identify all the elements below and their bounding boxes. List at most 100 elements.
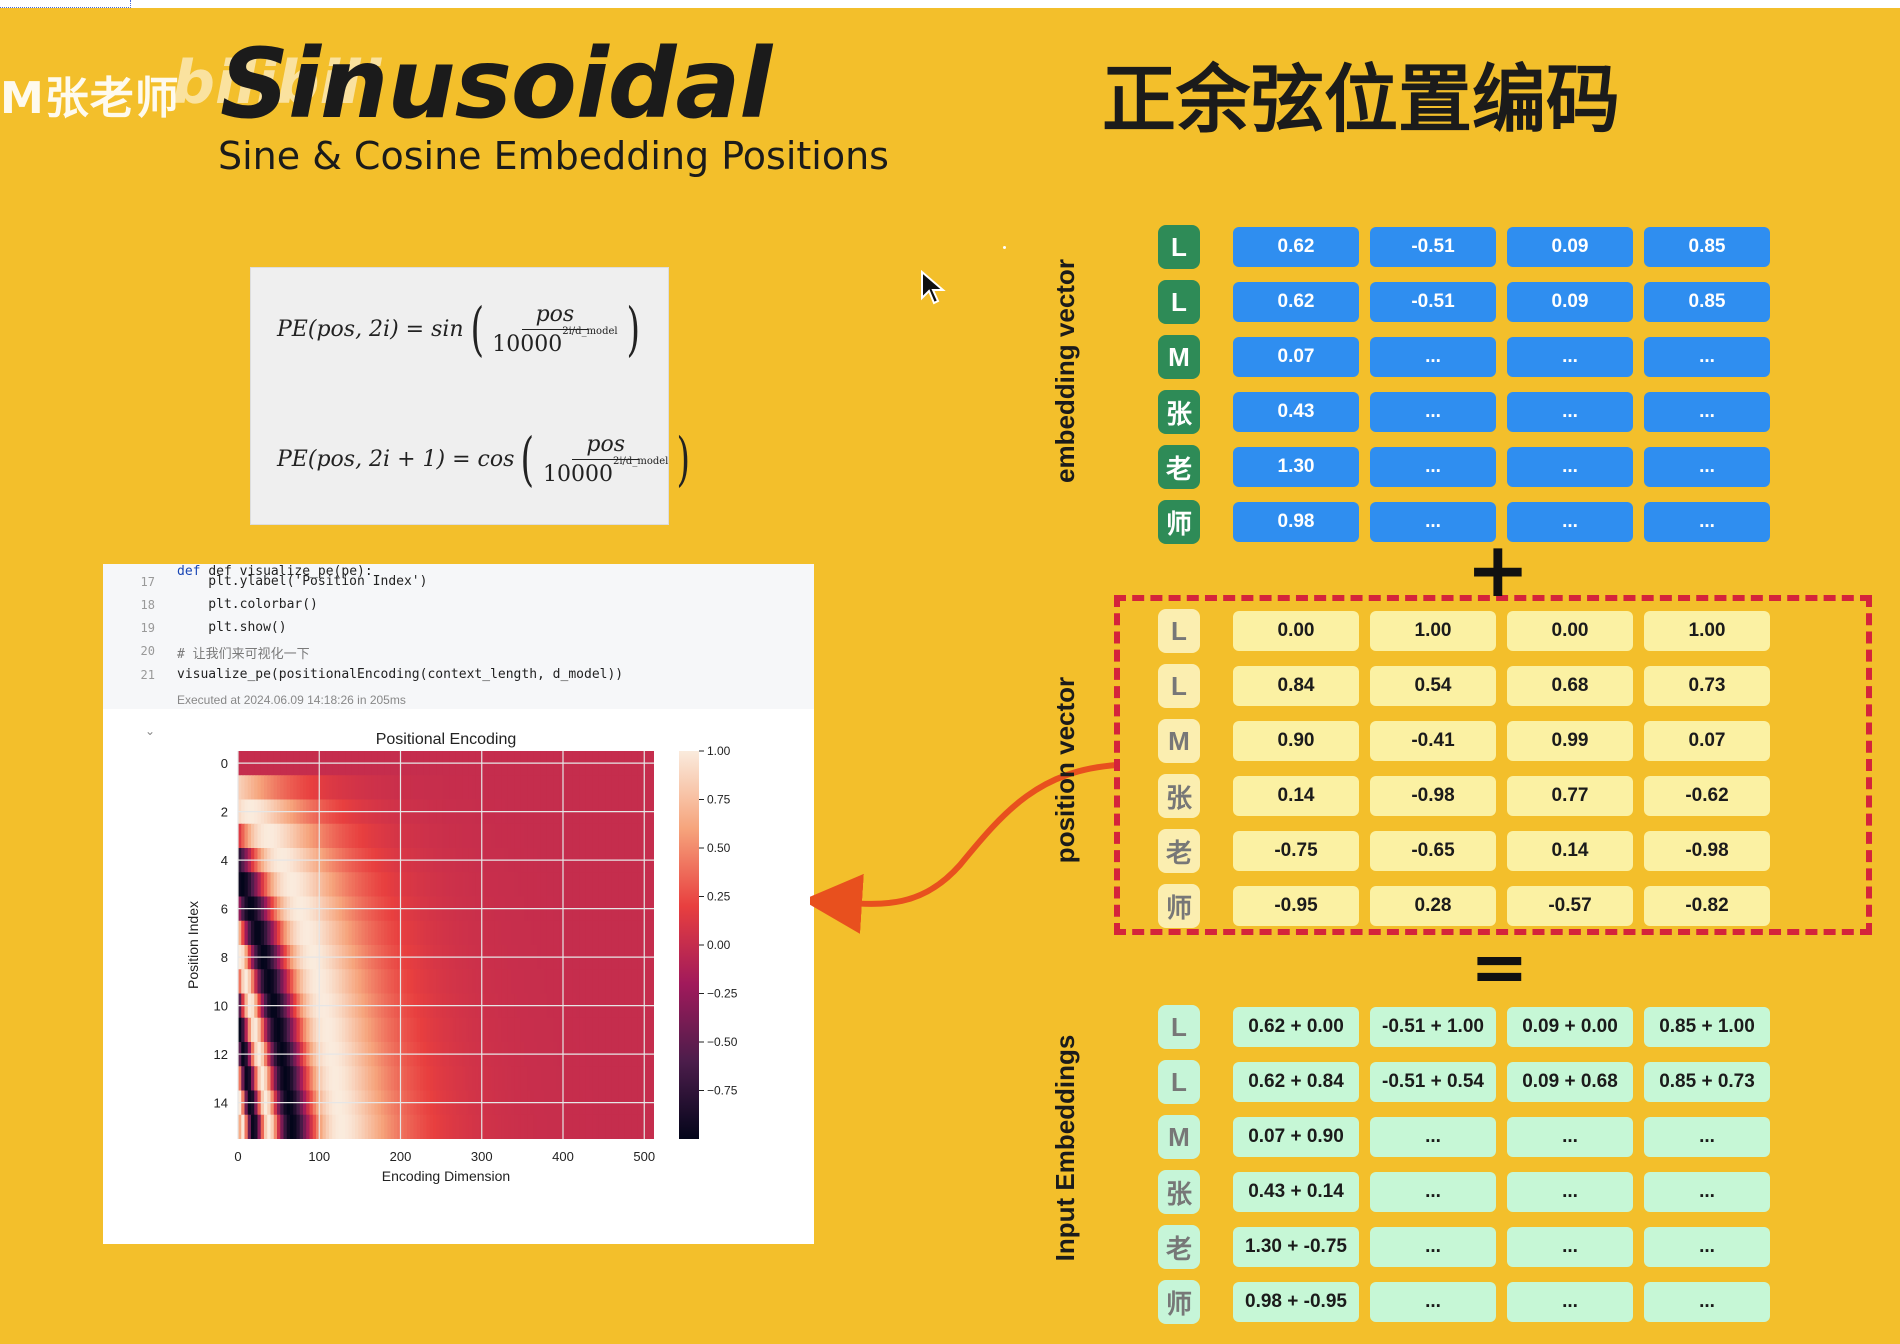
heatmap-cell [576, 872, 580, 898]
heatmap-cell [585, 872, 590, 898]
heatmap-cell [319, 1066, 324, 1092]
heatmap-cell [488, 775, 493, 801]
heatmap-cell [286, 823, 291, 849]
heatmap-cell [387, 775, 392, 801]
heatmap-cell [296, 775, 301, 801]
heatmap-cell [585, 775, 590, 801]
position-value-cell: 0.99 [1507, 721, 1633, 761]
colorbar-tick-label: −0.50 [707, 1035, 738, 1049]
position-value-cell: 0.73 [1644, 666, 1770, 706]
heatmap-cell [537, 775, 541, 801]
heatmap-cell [358, 823, 363, 849]
heatmap-cell [280, 1017, 285, 1043]
code-cell[interactable] [103, 564, 814, 709]
heatmap-cell [426, 1114, 431, 1139]
heatmap-cell [244, 872, 249, 898]
heatmap-cell [410, 775, 415, 801]
heatmap-cell [251, 775, 255, 801]
heatmap-cell [306, 1066, 311, 1092]
heatmap-cell [462, 823, 467, 849]
heatmap-cell [335, 775, 340, 801]
heatmap-cell [468, 775, 473, 801]
heatmap-cell [394, 969, 398, 995]
embedding-value-cell: ... [1370, 502, 1496, 542]
heatmap-cell [390, 775, 395, 801]
heatmap-cell [325, 920, 330, 946]
heatmap-cell [488, 872, 493, 898]
heatmap-cell [540, 1017, 545, 1043]
heatmap-cell [533, 920, 538, 946]
heatmap-cell [332, 1017, 337, 1043]
heatmap-cell [452, 920, 457, 946]
heatmap-cell [449, 872, 454, 898]
heatmap-cell [498, 969, 502, 995]
heatmap-cell [329, 920, 333, 946]
heatmap-cell [442, 920, 447, 946]
heatmap-cell [647, 1114, 652, 1139]
heatmap-cell [238, 920, 242, 946]
heatmap-cell [546, 775, 551, 801]
heatmap-cell [637, 1114, 642, 1139]
heatmap-cell [475, 1066, 480, 1092]
heatmap-cell [524, 775, 528, 801]
heatmap-cell [387, 872, 392, 898]
heatmap-cell [452, 1066, 457, 1092]
heatmap-cell [286, 872, 291, 898]
position-value-cell: -0.65 [1370, 831, 1496, 871]
heatmap-cell [247, 823, 252, 849]
heatmap-cell [598, 1017, 603, 1043]
heatmap-cell [585, 1017, 590, 1043]
position-value-cell: 0.54 [1370, 666, 1496, 706]
heatmap-cell [368, 872, 372, 898]
position-vector-highlight [1114, 595, 1872, 935]
heatmap-cell [475, 920, 480, 946]
heatmap-cell [257, 969, 262, 995]
heatmap-cell [621, 823, 626, 849]
heatmap-cell [537, 872, 541, 898]
plus-operator: + [1466, 525, 1530, 614]
heatmap-cell [413, 1114, 418, 1139]
heatmap-cell [556, 920, 561, 946]
heatmap-cell [465, 775, 470, 801]
heatmap-cell [368, 969, 372, 995]
heatmap-cell [491, 969, 496, 995]
heatmap-cell [397, 1114, 402, 1139]
heatmap-cell [420, 1114, 424, 1139]
embedding-value-cell: 0.62 [1233, 227, 1359, 267]
heatmap-cell [273, 1114, 278, 1139]
heatmap-cell [644, 1114, 649, 1139]
heatmap-cell [556, 1114, 561, 1139]
position-value-cell: 0.00 [1233, 611, 1359, 651]
x-axis-ticks: 0 100 200 300 400 500 [234, 751, 655, 1164]
heatmap-cell [429, 969, 434, 995]
heatmap-cell [338, 823, 343, 849]
heatmap-cell [553, 872, 558, 898]
heatmap-cell [511, 775, 515, 801]
heatmap-cell [338, 920, 343, 946]
heatmap-cell [332, 775, 337, 801]
heatmap-cell [507, 1017, 512, 1043]
heatmap-cell [251, 823, 255, 849]
position-value-cell: 0.00 [1507, 611, 1633, 651]
heatmap-cell [306, 872, 311, 898]
heatmap-cell [501, 823, 506, 849]
heatmap-cell [507, 823, 512, 849]
heatmap-cell [355, 1066, 359, 1092]
heatmap-cell [546, 823, 551, 849]
heatmap-cell [563, 823, 567, 849]
heatmap-cell [540, 1114, 545, 1139]
heatmap-cell [413, 775, 418, 801]
heatmap-cell [429, 1066, 434, 1092]
heatmap-cell [517, 920, 522, 946]
embedding-value-cell: 0.09 [1507, 227, 1633, 267]
heatmap-cell [452, 872, 457, 898]
collapse-chevron-icon[interactable]: ⌄ [145, 724, 156, 738]
heatmap-cell [264, 1066, 268, 1092]
heatmap-cell [553, 1066, 558, 1092]
heatmap-cell [582, 775, 587, 801]
heatmap-cell [342, 1114, 346, 1139]
heatmap-cell [241, 872, 246, 898]
heatmap-cell [530, 1114, 535, 1139]
heatmap-cell [416, 872, 421, 898]
heatmap-cell [488, 969, 493, 995]
